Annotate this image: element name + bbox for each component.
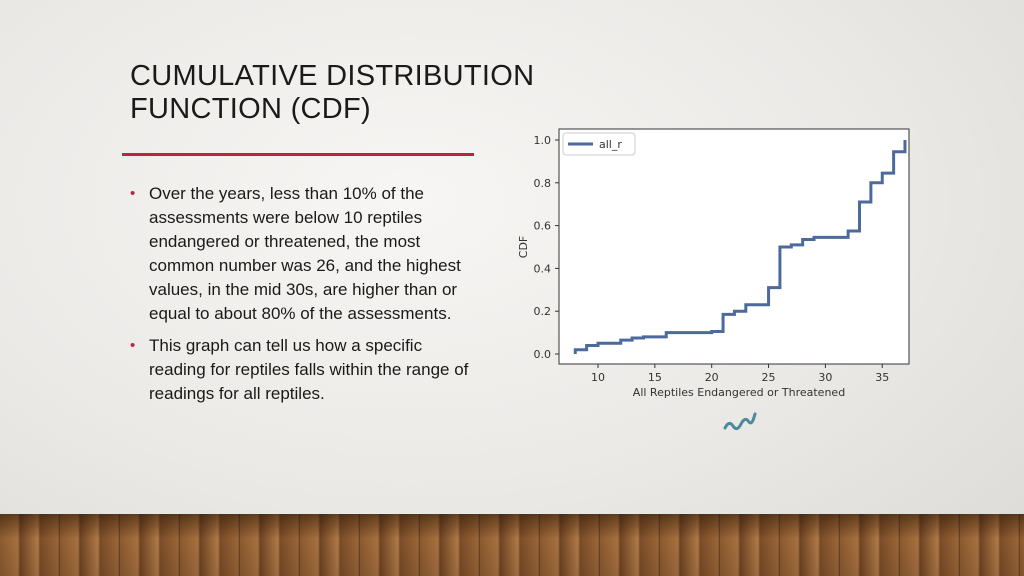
bullet-list: Over the years, less than 10% of the ass… [130,182,470,414]
plot-area [558,128,910,365]
y-tick-label: 0.4 [534,262,552,275]
x-tick-label: 10 [591,371,605,384]
cdf-chart: 10 15 20 25 30 35 0.0 0.2 0.4 0.6 0.8 1.0 all_r All… [517,128,910,431]
x-tick-label: 20 [705,371,719,384]
x-tick-label: 15 [648,371,662,384]
y-tick-label: 0.8 [534,177,552,190]
y-axis-label: CDF [517,236,530,258]
x-tick-label: 25 [762,371,776,384]
snake-icon [723,412,757,431]
wood-floor-decoration [0,514,1024,576]
y-tick-label: 0.0 [534,348,552,361]
slide-title: CUMULATIVE DISTRIBUTION FUNCTION (CDF) [130,60,534,126]
y-tick-label: 0.2 [534,305,552,318]
x-tick-label: 35 [875,371,889,384]
bullet-item: This graph can tell us how a specific re… [130,334,470,406]
y-tick-label: 1.0 [534,134,552,147]
series-line-all_r [573,140,907,354]
title-divider [122,153,474,156]
title-line-2: FUNCTION (CDF) [130,93,371,125]
legend: all_r [562,132,636,156]
legend-label: all_r [599,138,622,151]
x-tick-label: 30 [818,371,832,384]
bullet-item: Over the years, less than 10% of the ass… [130,182,470,326]
y-tick-label: 0.6 [534,220,552,233]
title-line-1: CUMULATIVE DISTRIBUTION [130,60,535,92]
x-axis-label: All Reptiles Endangered or Threatened [633,386,845,399]
